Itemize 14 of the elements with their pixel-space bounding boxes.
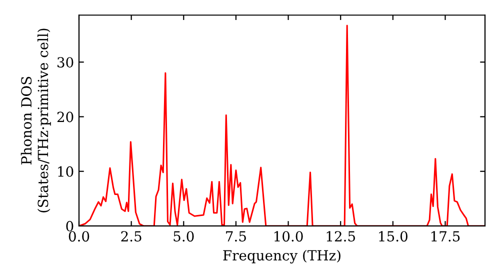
- x-tick-label: 17.5: [431, 231, 460, 242]
- x-tick-label: 15.0: [379, 231, 408, 242]
- x-tick-label: 2.5: [121, 231, 142, 242]
- x-tick-label: 10.0: [274, 231, 303, 242]
- x-tick-label: 0.0: [68, 231, 90, 242]
- y-tick-label: 0: [66, 220, 74, 232]
- x-axis-title: Frequency (THz): [223, 250, 340, 264]
- y-tick-label: 30: [58, 57, 74, 68]
- y-tick-label: 20: [57, 112, 74, 122]
- y-tick-label: 10: [58, 166, 74, 177]
- x-tick-label: 7.5: [226, 231, 246, 242]
- x-tick-label: 12.5: [326, 231, 355, 242]
- y-axis-title: Phonon DOS (States/THz·primitive cell): [20, 28, 51, 212]
- x-tick-label: 5.0: [174, 231, 194, 242]
